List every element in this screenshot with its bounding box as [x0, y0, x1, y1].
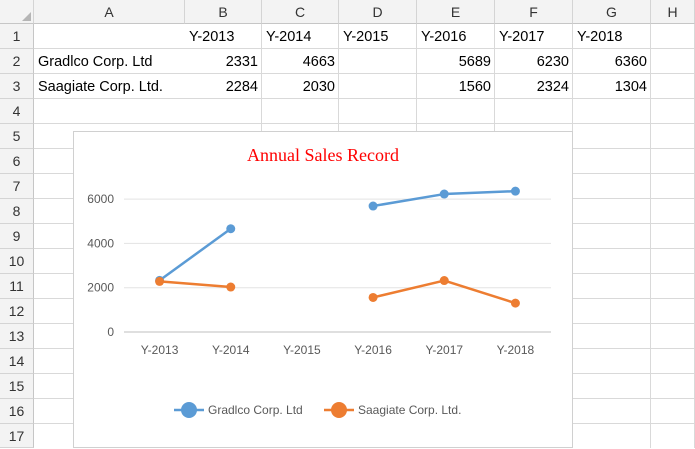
cell-e3[interactable]: 1560 [458, 79, 491, 95]
legend-item-1[interactable]: Gradlco Corp. Ltd [174, 402, 303, 418]
row-header-14[interactable]: 14 [0, 349, 34, 374]
legend-label: Saagiate Corp. Ltd. [358, 403, 461, 417]
y-axis: 0 2000 4000 6000 [87, 192, 114, 339]
line-chart[interactable]: Annual Sales Record 0 2000 4000 6000 Y-2013… [73, 131, 573, 448]
x-tick-label: Y-2013 [141, 343, 179, 357]
legend-marker [331, 402, 347, 418]
column-header-f[interactable]: F [495, 0, 573, 24]
row-header-11[interactable]: 11 [0, 274, 34, 299]
cell-c2[interactable]: 4663 [302, 54, 335, 70]
data-point[interactable] [368, 201, 378, 211]
series-line [159, 280, 231, 289]
x-axis: Y-2013 Y-2014 Y-2015 Y-2016 Y-2017 Y-2018 [141, 343, 535, 357]
data-point[interactable] [439, 276, 449, 286]
grid-line-horizontal [34, 98, 695, 99]
row-header-4[interactable]: 4 [0, 99, 34, 124]
row-header-6[interactable]: 6 [0, 149, 34, 174]
column-header-h[interactable]: H [651, 0, 695, 24]
cell-b1[interactable]: Y-2013 [189, 29, 235, 45]
row-header-9[interactable]: 9 [0, 224, 34, 249]
row-header-3[interactable]: 3 [0, 74, 34, 99]
chart-canvas: Annual Sales Record 0 2000 4000 6000 Y-2013… [87, 145, 551, 418]
row-header-15[interactable]: 15 [0, 374, 34, 399]
chart-legend[interactable]: Gradlco Corp. Ltd Saagiate Corp. Ltd. [174, 402, 461, 418]
x-tick-label: Y-2017 [425, 343, 463, 357]
column-header-g[interactable]: G [573, 0, 651, 24]
data-point[interactable] [155, 276, 165, 286]
row-header-13[interactable]: 13 [0, 324, 34, 349]
cell-d1[interactable]: Y-2015 [343, 29, 389, 45]
cell-a2[interactable]: Gradlco Corp. Ltd [38, 54, 153, 70]
row-header-10[interactable]: 10 [0, 249, 34, 274]
cell-e2[interactable]: 5689 [458, 54, 491, 70]
column-header-c[interactable]: C [262, 0, 339, 24]
row-header-5[interactable]: 5 [0, 124, 34, 149]
y-tick-label: 4000 [87, 236, 114, 250]
series-1 [155, 186, 520, 285]
grid-line-horizontal [34, 123, 695, 124]
data-point[interactable] [439, 189, 449, 199]
grid-line-horizontal [34, 73, 695, 74]
x-tick-label: Y-2016 [354, 343, 392, 357]
chart-gridlines [124, 198, 551, 333]
cell-c3[interactable]: 2030 [302, 79, 335, 95]
column-header-a[interactable]: A [34, 0, 185, 24]
data-point[interactable] [510, 298, 520, 308]
cell-g2[interactable]: 6360 [614, 54, 647, 70]
cell-b3[interactable]: 2284 [225, 79, 258, 95]
grid-line-vertical [650, 24, 651, 448]
y-tick-label: 0 [107, 325, 114, 339]
legend-item-2[interactable]: Saagiate Corp. Ltd. [324, 402, 461, 418]
chart-series [155, 186, 520, 308]
select-all-corner[interactable] [0, 0, 34, 24]
cell-e1[interactable]: Y-2016 [421, 29, 467, 45]
data-point[interactable] [368, 292, 378, 302]
x-tick-label: Y-2018 [497, 343, 535, 357]
legend-label: Gradlco Corp. Ltd [208, 403, 303, 417]
cell-b2[interactable]: 2331 [225, 54, 258, 70]
row-header-17[interactable]: 17 [0, 424, 34, 448]
legend-marker [181, 402, 197, 418]
series-2 [155, 276, 520, 308]
row-header-16[interactable]: 16 [0, 399, 34, 424]
row-header-1[interactable]: 1 [0, 24, 34, 49]
data-point[interactable] [226, 224, 236, 234]
cell-a3[interactable]: Saagiate Corp. Ltd. [38, 79, 163, 95]
grid-line-horizontal [34, 48, 695, 49]
x-tick-label: Y-2015 [283, 343, 321, 357]
row-header-7[interactable]: 7 [0, 174, 34, 199]
data-point[interactable] [226, 282, 236, 292]
data-point[interactable] [510, 186, 520, 196]
column-header-e[interactable]: E [417, 0, 495, 24]
y-tick-label: 2000 [87, 281, 114, 295]
chart-title: Annual Sales Record [247, 145, 399, 165]
cell-g1[interactable]: Y-2018 [577, 29, 623, 45]
cell-c1[interactable]: Y-2014 [266, 29, 312, 45]
cell-f2[interactable]: 6230 [536, 54, 569, 70]
series-line [158, 227, 232, 282]
cell-g3[interactable]: 1304 [614, 79, 647, 95]
x-tick-label: Y-2014 [212, 343, 250, 357]
y-tick-label: 6000 [87, 192, 114, 206]
row-header-8[interactable]: 8 [0, 199, 34, 224]
cell-f3[interactable]: 2324 [536, 79, 569, 95]
column-header-d[interactable]: D [339, 0, 417, 24]
row-header-12[interactable]: 12 [0, 299, 34, 324]
row-header-2[interactable]: 2 [0, 49, 34, 74]
select-all-triangle-icon [22, 12, 31, 21]
column-header-b[interactable]: B [185, 0, 262, 24]
cell-f1[interactable]: Y-2017 [499, 29, 545, 45]
